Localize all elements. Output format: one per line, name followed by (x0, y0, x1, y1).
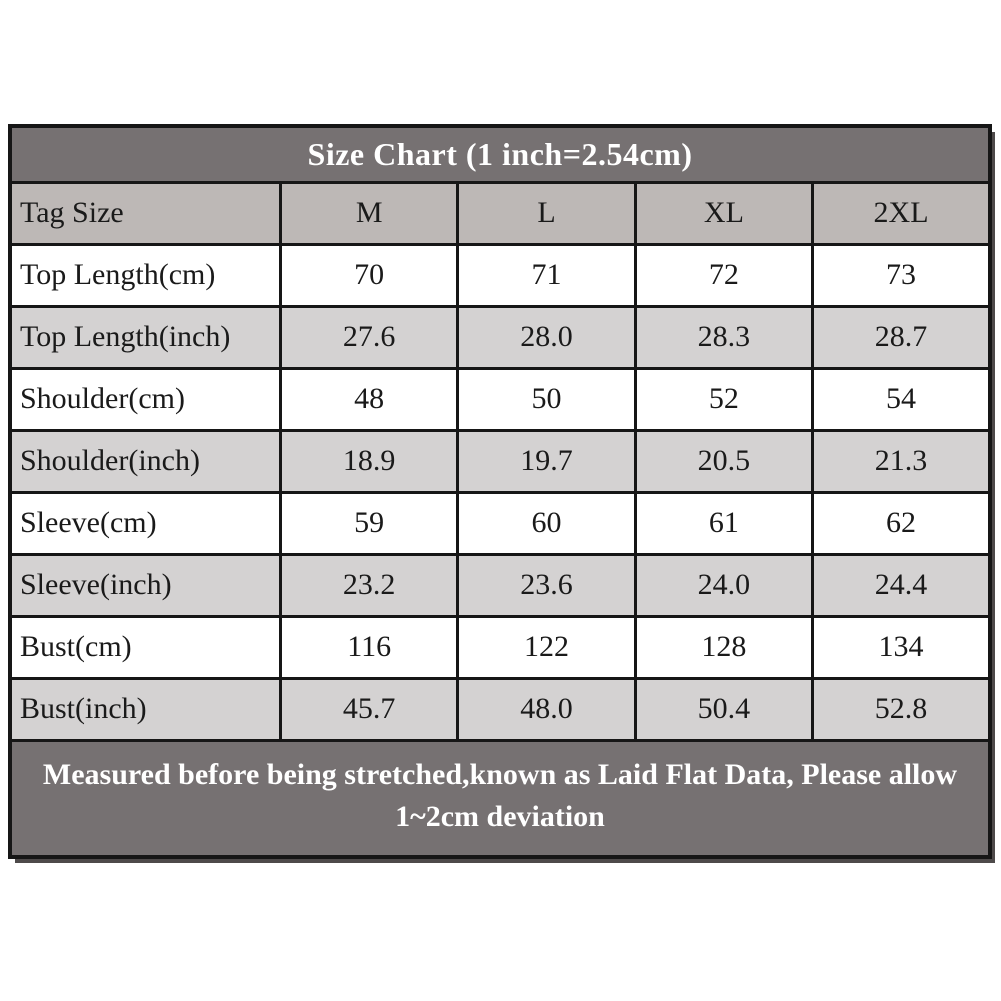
table-cell: 128 (633, 614, 815, 680)
table-cell: 134 (811, 614, 992, 680)
table-cell: 28.7 (811, 304, 992, 370)
table-row-shoulder-inch: Shoulder(inch) 18.9 19.7 20.5 21.3 (8, 428, 992, 494)
table-row-top-length-cm: Top Length(cm) 70 71 72 73 (8, 242, 992, 308)
table-cell: 48.0 (456, 676, 637, 742)
table-cell: 71 (456, 242, 637, 308)
table-cell: 48 (278, 366, 460, 432)
size-chart-table-container: Size Chart (1 inch=2.54cm) Tag Size M L … (8, 124, 992, 859)
row-label: Shoulder(cm) (8, 366, 282, 432)
table-cell: 21.3 (811, 428, 992, 494)
table-cell: 50.4 (633, 676, 815, 742)
table-cell: 60 (456, 490, 637, 556)
size-chart-table: Size Chart (1 inch=2.54cm) Tag Size M L … (8, 124, 992, 859)
table-cell: 59 (278, 490, 460, 556)
table-cell: 23.2 (278, 552, 460, 618)
row-label: Bust(inch) (8, 676, 282, 742)
table-cell: 73 (811, 242, 992, 308)
column-header-l: L (456, 180, 637, 246)
row-label: Top Length(inch) (8, 304, 282, 370)
column-header-tag-size: Tag Size (8, 180, 282, 246)
row-label: Top Length(cm) (8, 242, 282, 308)
chart-title: Size Chart (1 inch=2.54cm) (8, 124, 992, 184)
table-cell: 122 (456, 614, 637, 680)
table-row-sleeve-inch: Sleeve(inch) 23.2 23.6 24.0 24.4 (8, 552, 992, 618)
row-label: Shoulder(inch) (8, 428, 282, 494)
table-cell: 28.3 (633, 304, 815, 370)
column-header-2xl: 2XL (811, 180, 992, 246)
table-cell: 18.9 (278, 428, 460, 494)
table-cell: 62 (811, 490, 992, 556)
table-row-bust-inch: Bust(inch) 45.7 48.0 50.4 52.8 (8, 676, 992, 742)
table-cell: 50 (456, 366, 637, 432)
table-cell: 54 (811, 366, 992, 432)
column-header-xl: XL (633, 180, 815, 246)
table-row-sleeve-cm: Sleeve(cm) 59 60 61 62 (8, 490, 992, 556)
table-cell: 116 (278, 614, 460, 680)
column-header-row: Tag Size M L XL 2XL (8, 180, 992, 246)
table-row-top-length-inch: Top Length(inch) 27.6 28.0 28.3 28.7 (8, 304, 992, 370)
table-cell: 70 (278, 242, 460, 308)
table-cell: 45.7 (278, 676, 460, 742)
table-cell: 52 (633, 366, 815, 432)
table-row-shoulder-cm: Shoulder(cm) 48 50 52 54 (8, 366, 992, 432)
column-header-m: M (278, 180, 460, 246)
table-cell: 19.7 (456, 428, 637, 494)
table-row-bust-cm: Bust(cm) 116 122 128 134 (8, 614, 992, 680)
table-cell: 27.6 (278, 304, 460, 370)
table-cell: 24.4 (811, 552, 992, 618)
table-cell: 61 (633, 490, 815, 556)
table-cell: 20.5 (633, 428, 815, 494)
title-row: Size Chart (1 inch=2.54cm) (8, 124, 992, 184)
row-label: Sleeve(cm) (8, 490, 282, 556)
measurement-note: Measured before being stretched,known as… (8, 738, 992, 859)
row-label: Sleeve(inch) (8, 552, 282, 618)
table-cell: 52.8 (811, 676, 992, 742)
table-cell: 72 (633, 242, 815, 308)
table-cell: 23.6 (456, 552, 637, 618)
table-cell: 24.0 (633, 552, 815, 618)
footer-row: Measured before being stretched,known as… (8, 738, 992, 859)
table-cell: 28.0 (456, 304, 637, 370)
row-label: Bust(cm) (8, 614, 282, 680)
